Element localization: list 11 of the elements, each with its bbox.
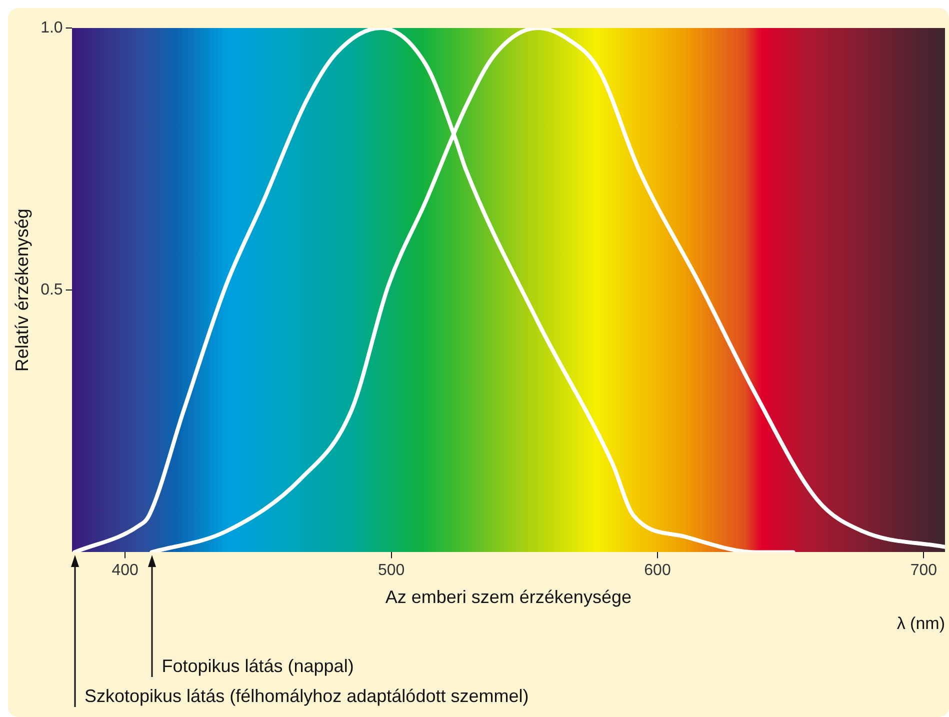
y-axis-title: Relatív érzékenység (12, 208, 32, 372)
y-tick-label: 0.5 (40, 282, 63, 299)
y-tick-label: 1.0 (40, 19, 63, 36)
annotation: Szkotopikus látás (félhomályhoz adaptálódott szemmel) (84, 686, 529, 706)
x-tick-label: 600 (644, 562, 671, 580)
x-tick-label: 400 (112, 562, 139, 580)
x-axis-title: Az emberi szem érzékenysége (385, 587, 632, 608)
x-tick-label: 500 (378, 562, 405, 580)
x-tick-label: 700 (910, 562, 938, 580)
annotation: Fotopikus látás (nappal) (162, 656, 354, 676)
text: λ (nm) (896, 614, 945, 633)
